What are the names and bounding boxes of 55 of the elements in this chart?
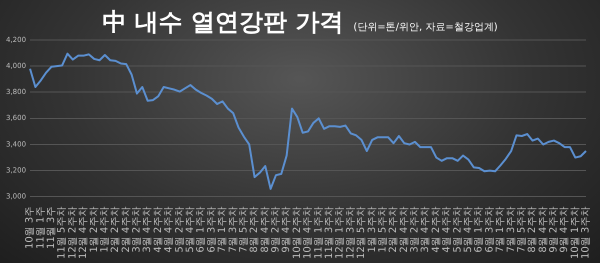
x-tick-label: 6월 1주차: [474, 206, 485, 253]
x-tick-label: 2월 2주차: [110, 206, 122, 253]
x-tick-label: 6월 3주차: [484, 206, 496, 253]
chart-subtitle: (단위=톤/위안, 자료=철강업계): [353, 22, 498, 33]
x-tick-label: 8월 4주차: [538, 206, 549, 253]
x-tick-label: 7월 3주차: [228, 206, 239, 253]
x-tick-label: 4월 4주차: [442, 206, 453, 253]
x-tick-label: 11월 1주차: [313, 206, 324, 259]
x-tick-label: 1월 4주차: [99, 206, 110, 253]
x-tick-label: 6월 1주차: [196, 206, 207, 253]
x-tick-label: 7월 5주차: [516, 206, 528, 253]
x-tick-label: 7월 5주차: [238, 206, 250, 253]
x-tick-label: 3월 2주차: [132, 206, 143, 253]
x-tick-label: 1월 2주차: [88, 206, 100, 253]
x-tick-label: 9월 4주차: [559, 206, 570, 253]
x-tick-label: 9월 4주차: [281, 206, 292, 253]
x-tick-label: 5월 4주차: [185, 206, 196, 253]
x-tick-label: 3월 2주차: [410, 206, 421, 253]
x-tick-label: 2월 4주차: [398, 206, 410, 253]
x-tick-label: 2월 2주차: [388, 206, 400, 253]
x-tick-label: 10월 1주차: [570, 206, 581, 259]
x-tick-label: 7월 1주차: [495, 206, 506, 253]
x-tick-label: 12월 2주차: [67, 206, 78, 259]
x-tick-label: 11월 3주차: [324, 206, 335, 259]
x-tick-label: 2월 4주차: [120, 206, 132, 253]
x-tick-label: 1월 5주차: [377, 206, 388, 253]
x-tick-label: 9월 2주차: [548, 206, 560, 253]
x-tick-label: 5월 2주차: [174, 206, 186, 253]
x-tick-label: 10월 4주차: [302, 206, 314, 259]
x-tick-label: 8월 2주차: [249, 206, 260, 253]
x-tick-label: 8월 2주차: [527, 206, 538, 253]
x-tick-label: 5월 4주차: [462, 206, 474, 253]
x-tick-label: 8월 4주차: [260, 206, 271, 253]
x-tick-label: 11월 3주: [46, 206, 58, 249]
x-tick-label: 11월 5주차: [56, 206, 68, 259]
x-tick-label: 4월 2주차: [152, 206, 164, 253]
x-tick-label: 1월 3주차: [366, 206, 378, 253]
chart-title: 中 내수 열연강판 가격: [102, 8, 344, 36]
x-tick-label: 3월 4주차: [142, 206, 154, 253]
x-tick-label: 12월 1주차: [334, 206, 346, 259]
x-tick-label: 12월 5주차: [356, 206, 368, 259]
x-tick-label: 6월 3주차: [206, 206, 218, 253]
x-tick-label: 11월 1주: [35, 206, 46, 249]
x-tick-label: 10월 3주차: [580, 206, 592, 259]
x-tick-label: 10월 2주차: [292, 206, 303, 259]
x-tick-label: 7월 1주차: [217, 206, 228, 253]
x-tick-label: 12월 3주차: [345, 206, 356, 259]
x-tick-label: 4월 2주차: [430, 206, 442, 253]
x-tick-label: 9월 2주차: [270, 206, 282, 253]
x-tick-label: 10월 3주: [24, 206, 36, 249]
x-tick-label: 4월 4주차: [164, 206, 175, 253]
x-tick-label: 12월 4주차: [78, 206, 90, 259]
x-tick-label: 5월 2주차: [452, 206, 464, 253]
x-tick-label: 7월 3주차: [506, 206, 517, 253]
x-tick-label: 3월 4주차: [420, 206, 432, 253]
